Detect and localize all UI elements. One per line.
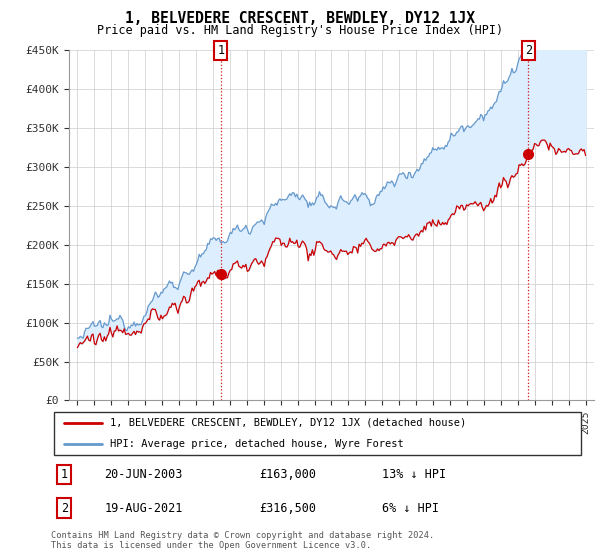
Text: 6% ↓ HPI: 6% ↓ HPI [382, 502, 439, 515]
Text: £163,000: £163,000 [259, 468, 316, 481]
Text: £316,500: £316,500 [259, 502, 316, 515]
Text: 1, BELVEDERE CRESCENT, BEWDLEY, DY12 1JX (detached house): 1, BELVEDERE CRESCENT, BEWDLEY, DY12 1JX… [110, 418, 466, 428]
FancyBboxPatch shape [53, 412, 581, 455]
Text: 1, BELVEDERE CRESCENT, BEWDLEY, DY12 1JX: 1, BELVEDERE CRESCENT, BEWDLEY, DY12 1JX [125, 11, 475, 26]
Text: 1: 1 [61, 468, 68, 481]
Text: 19-AUG-2021: 19-AUG-2021 [104, 502, 183, 515]
Text: HPI: Average price, detached house, Wyre Forest: HPI: Average price, detached house, Wyre… [110, 439, 403, 449]
Text: 20-JUN-2003: 20-JUN-2003 [104, 468, 183, 481]
Text: 1: 1 [217, 44, 224, 57]
Text: 13% ↓ HPI: 13% ↓ HPI [382, 468, 446, 481]
Text: Contains HM Land Registry data © Crown copyright and database right 2024.
This d: Contains HM Land Registry data © Crown c… [51, 531, 434, 550]
Text: Price paid vs. HM Land Registry's House Price Index (HPI): Price paid vs. HM Land Registry's House … [97, 24, 503, 36]
Text: 2: 2 [61, 502, 68, 515]
Text: 2: 2 [525, 44, 532, 57]
